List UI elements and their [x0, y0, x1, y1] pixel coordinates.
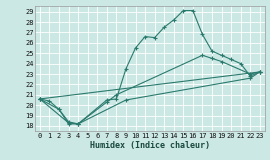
- X-axis label: Humidex (Indice chaleur): Humidex (Indice chaleur): [90, 141, 210, 150]
